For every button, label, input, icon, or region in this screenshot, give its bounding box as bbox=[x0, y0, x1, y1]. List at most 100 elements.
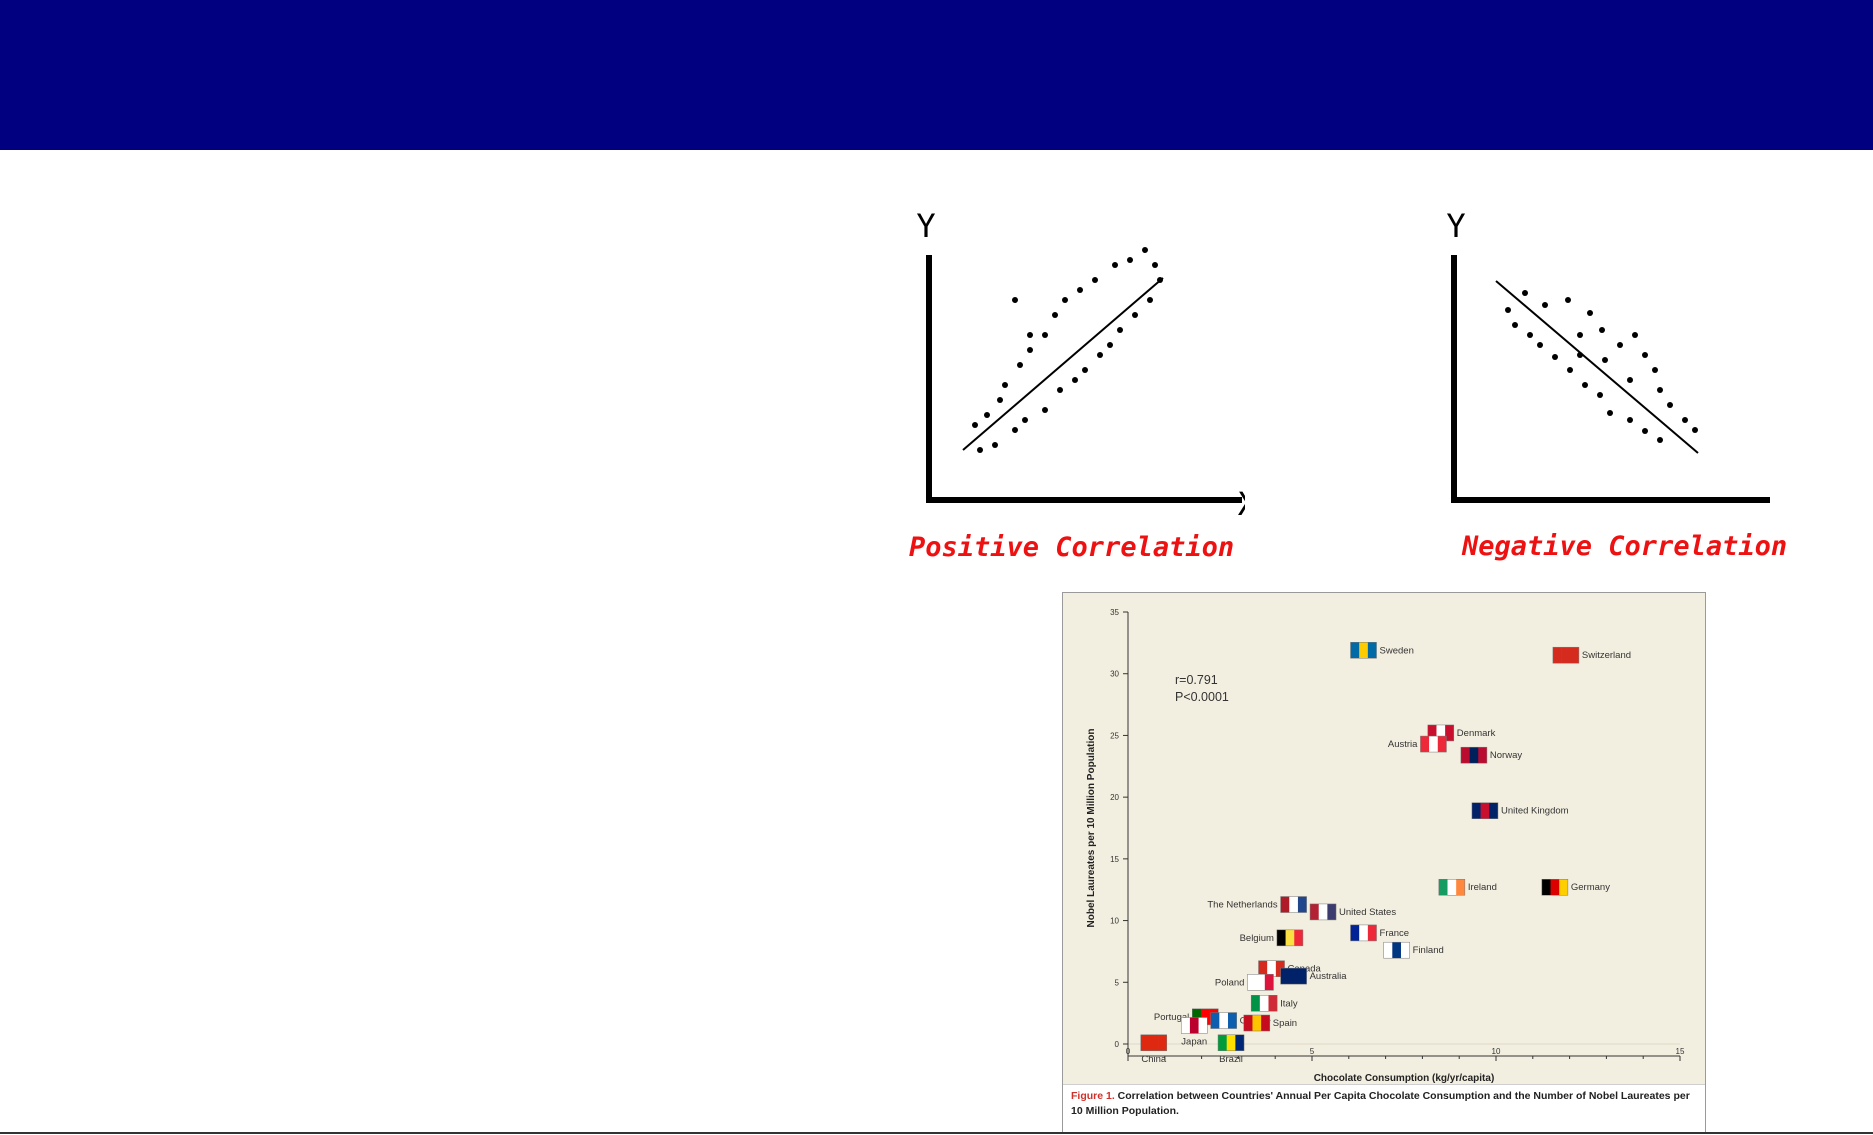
country-label: Switzerland bbox=[1582, 650, 1631, 661]
positive-dot bbox=[1157, 277, 1163, 283]
flag-stripe bbox=[1280, 896, 1290, 913]
figure-caption-text: Correlation between Countries' Annual Pe… bbox=[1071, 1090, 1690, 1117]
flag-stripe bbox=[1427, 724, 1437, 741]
x-tick-label: 5 bbox=[1310, 1047, 1315, 1056]
negative-dot bbox=[1587, 310, 1593, 316]
negative-dot bbox=[1537, 342, 1543, 348]
country-label: Austria bbox=[1388, 739, 1418, 750]
flag-stripe bbox=[1471, 802, 1481, 819]
positive-dot bbox=[1012, 297, 1018, 303]
flag-stripe bbox=[1437, 736, 1447, 753]
y-tick-label: 0 bbox=[1115, 1040, 1120, 1049]
positive-dot bbox=[1042, 407, 1048, 413]
flag-border bbox=[1309, 903, 1337, 921]
y-tick-label: 5 bbox=[1115, 978, 1120, 987]
country-label: United Kingdom bbox=[1501, 806, 1569, 817]
flag-stripe bbox=[1256, 974, 1266, 991]
flag-stripe bbox=[1429, 736, 1439, 753]
flag-border bbox=[1541, 878, 1569, 896]
flag-stripe bbox=[1297, 896, 1307, 913]
positive-dot bbox=[977, 447, 983, 453]
flag-point: Brazil bbox=[1217, 1034, 1245, 1065]
flag-stripe bbox=[1276, 929, 1286, 946]
figure-caption-label: Figure 1. bbox=[1071, 1090, 1115, 1102]
y-tick-label: 30 bbox=[1110, 670, 1119, 679]
positive-dot bbox=[1097, 352, 1103, 358]
positive-dot bbox=[1012, 427, 1018, 433]
flag-point: Norway bbox=[1460, 746, 1522, 764]
figure-caption: Figure 1. Correlation between Countries'… bbox=[1063, 1084, 1705, 1132]
flag-border bbox=[1420, 735, 1447, 753]
negative-dot bbox=[1512, 322, 1518, 328]
flag-point: Ireland bbox=[1438, 878, 1497, 896]
y-tick-label: 15 bbox=[1110, 855, 1119, 864]
y-tick-label: 10 bbox=[1110, 917, 1119, 926]
flag-stripe bbox=[1289, 968, 1299, 985]
flag-stripe bbox=[1400, 942, 1410, 959]
flag-stripe bbox=[1252, 1015, 1262, 1032]
flag-stripe bbox=[1367, 642, 1377, 659]
flag-stripe bbox=[1561, 647, 1571, 664]
chocolate-nobel-figure bbox=[1062, 592, 1706, 1132]
negative-dot bbox=[1652, 367, 1658, 373]
flag-stripe bbox=[1392, 942, 1402, 959]
p-value: P<0.0001 bbox=[1175, 690, 1229, 704]
positive-dot bbox=[1127, 257, 1133, 263]
flag-stripe bbox=[1318, 903, 1328, 920]
flag-stripe bbox=[1268, 995, 1278, 1012]
negative-trend-line bbox=[1495, 280, 1699, 454]
negative-dot bbox=[1692, 427, 1698, 433]
flag-border bbox=[1280, 896, 1307, 913]
x-tick-label: 15 bbox=[1676, 1047, 1685, 1056]
positive-dot bbox=[1152, 262, 1158, 268]
flag-stripe bbox=[1198, 1017, 1208, 1034]
flag-stripe bbox=[1226, 1034, 1236, 1051]
flag-stripe bbox=[1489, 802, 1498, 819]
negative-dot bbox=[1682, 417, 1688, 423]
positive-dot bbox=[1077, 287, 1083, 293]
flag-stripe bbox=[1181, 1017, 1191, 1034]
positive-scatter-points bbox=[972, 247, 1163, 453]
flag-stripe bbox=[1367, 924, 1377, 941]
country-label: China bbox=[1141, 1054, 1167, 1065]
flag-point: Poland bbox=[1215, 974, 1274, 991]
x-tick-label: 0 bbox=[1126, 1047, 1131, 1056]
country-label: Finland bbox=[1413, 945, 1444, 956]
flag-border bbox=[1280, 967, 1307, 985]
flag-border bbox=[1276, 929, 1304, 947]
flag-border bbox=[1140, 1034, 1168, 1052]
positive-dot bbox=[1052, 312, 1058, 318]
flag-point: Belgium bbox=[1240, 929, 1304, 947]
flag-stripe bbox=[1383, 942, 1393, 959]
flag-stripe bbox=[1219, 1012, 1229, 1029]
title-bar bbox=[0, 0, 1873, 150]
flag-stripe bbox=[1350, 924, 1360, 941]
chocolate-nobel-scatter-chart: 0 5 10 15 20 25 30 35 0 5 10 15 Chocolate Consumptio… bbox=[1086, 608, 1685, 1084]
flag-stripe bbox=[1251, 995, 1261, 1012]
flag-stripe bbox=[1359, 924, 1369, 941]
flag-stripe bbox=[1210, 1012, 1220, 1029]
flag-stripe bbox=[1359, 642, 1369, 659]
positive-dot bbox=[1142, 247, 1148, 253]
negative-dot bbox=[1582, 382, 1588, 388]
negative-dot bbox=[1597, 392, 1603, 398]
positive-dot bbox=[1042, 332, 1048, 338]
negative-dot bbox=[1577, 352, 1583, 358]
flag-stripe bbox=[1247, 974, 1257, 991]
negative-dot bbox=[1599, 327, 1605, 333]
y-tick-label: 20 bbox=[1110, 793, 1119, 802]
negative-scatter-points bbox=[1505, 290, 1698, 443]
flag-stripe bbox=[1447, 879, 1457, 896]
negative-dot bbox=[1522, 290, 1528, 296]
country-label: Poland bbox=[1215, 977, 1245, 988]
negative-dot bbox=[1642, 428, 1648, 434]
flag-stripe bbox=[1297, 968, 1307, 985]
negative-dot bbox=[1627, 377, 1633, 383]
negative-correlation-diagram: Y X bbox=[1446, 207, 1770, 503]
flag-stripe bbox=[1275, 960, 1285, 977]
flag-stripe bbox=[1149, 1034, 1159, 1051]
country-label: Brazil bbox=[1219, 1054, 1243, 1065]
flag-stripe bbox=[1192, 1008, 1202, 1025]
negative-dot bbox=[1632, 332, 1638, 338]
flag-point: Japan bbox=[1180, 1017, 1208, 1047]
